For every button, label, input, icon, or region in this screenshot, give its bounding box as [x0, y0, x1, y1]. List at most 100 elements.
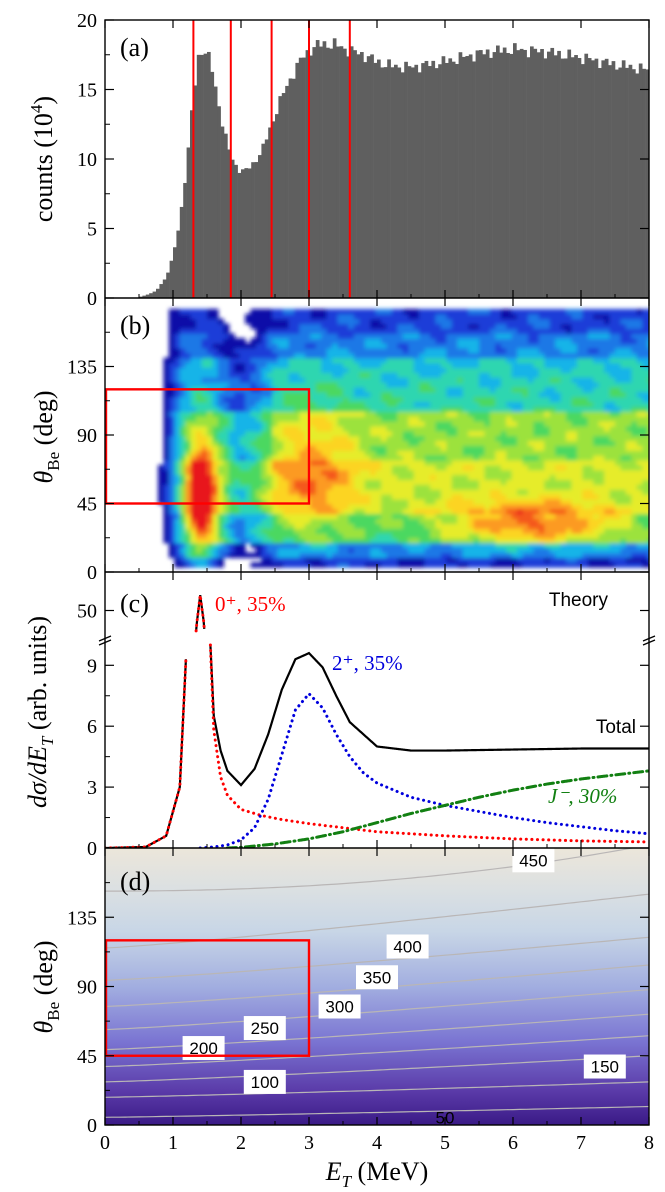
- heatmap-cell: [430, 313, 437, 320]
- heatmap-cell: [462, 343, 469, 349]
- heatmap-cell: [212, 494, 219, 500]
- heatmap-cell: [304, 328, 311, 334]
- heatmap-cell: [343, 528, 350, 534]
- heatmap-cell: [500, 430, 507, 437]
- histogram-bin: [625, 67, 629, 298]
- heatmap-cell: [446, 542, 453, 549]
- heatmap-cell: [587, 347, 594, 354]
- heatmap-cell: [484, 547, 491, 554]
- heatmap-cell: [468, 484, 475, 490]
- heatmap-cell: [631, 508, 638, 515]
- heatmap-cell: [489, 377, 496, 383]
- heatmap-cell: [381, 406, 388, 412]
- histogram-bin: [584, 53, 589, 298]
- heatmap-cell: [196, 479, 203, 485]
- heatmap-cell: [620, 508, 627, 515]
- heatmap-cell: [174, 401, 181, 407]
- heatmap-cell: [582, 445, 589, 451]
- heatmap-cell: [217, 508, 224, 515]
- heatmap-cell: [593, 474, 600, 481]
- heatmap-cell: [620, 338, 627, 344]
- heatmap-cell: [582, 479, 589, 485]
- heatmap-cell: [386, 547, 393, 554]
- heatmap-cell: [468, 333, 475, 339]
- heatmap-cell: [598, 552, 605, 558]
- heatmap-cell: [527, 445, 534, 451]
- heatmap-cell: [620, 518, 627, 524]
- heatmap-cell: [168, 352, 175, 359]
- heatmap-cell: [549, 469, 556, 476]
- heatmap-cell: [549, 338, 556, 344]
- heatmap-cell: [402, 352, 409, 359]
- heatmap-cell: [196, 338, 203, 344]
- heatmap-cell: [190, 343, 197, 349]
- heatmap-cell: [522, 503, 529, 510]
- heatmap-cell: [495, 420, 502, 427]
- heatmap-cell: [566, 396, 573, 403]
- histogram-bin: [387, 59, 391, 298]
- heatmap-cell: [343, 377, 350, 383]
- heatmap-cell: [294, 357, 301, 364]
- histogram-bin: [210, 71, 215, 298]
- heatmap-cell: [533, 382, 540, 388]
- heatmap-cell: [391, 445, 398, 451]
- heatmap-cell: [212, 352, 219, 359]
- heatmap-cell: [326, 479, 333, 485]
- heatmap-cell: [636, 425, 643, 432]
- heatmap-cell: [272, 552, 279, 558]
- heatmap-cell: [343, 523, 350, 529]
- histogram-bin: [213, 86, 218, 298]
- histogram-bin: [462, 56, 466, 298]
- heatmap-cell: [484, 479, 491, 485]
- heatmap-cell: [343, 411, 350, 417]
- heatmap-cell: [424, 333, 431, 339]
- heatmap-cell: [234, 542, 241, 549]
- heatmap-cell: [500, 377, 507, 383]
- heatmap-cell: [544, 528, 551, 534]
- heatmap-cell: [571, 377, 578, 383]
- heatmap-cell: [593, 313, 600, 320]
- heatmap-cell: [560, 357, 567, 364]
- heatmap-cell: [566, 542, 573, 549]
- heatmap-cell: [239, 362, 246, 369]
- heatmap-cell: [179, 425, 186, 432]
- heatmap-cell: [631, 313, 638, 320]
- heatmap-cell: [538, 362, 545, 369]
- heatmap-cell: [261, 508, 268, 515]
- heatmap-cell: [609, 411, 616, 417]
- heatmap-cell: [304, 357, 311, 364]
- heatmap-cell: [522, 557, 529, 563]
- heatmap-cell: [201, 455, 208, 461]
- heatmap-cell: [408, 338, 415, 344]
- histogram-bin: [295, 62, 300, 298]
- heatmap-cell: [245, 459, 252, 466]
- heatmap-cell: [294, 338, 301, 344]
- heatmap-cell: [473, 308, 480, 315]
- heatmap-cell: [598, 533, 605, 539]
- heatmap-cell: [196, 547, 203, 554]
- heatmap-cell: [457, 489, 464, 495]
- heatmap-cell: [277, 411, 284, 417]
- heatmap-cell: [620, 450, 627, 456]
- heatmap-cell: [179, 357, 186, 364]
- heatmap-cell: [217, 440, 224, 446]
- heatmap-cell: [413, 430, 420, 437]
- heatmap-cell: [533, 338, 540, 344]
- heatmap-cell: [500, 459, 507, 466]
- heatmap-cell: [489, 440, 496, 446]
- heatmap-cell: [370, 513, 377, 520]
- heatmap-cell: [636, 367, 643, 373]
- heatmap-cell: [517, 562, 524, 568]
- heatmap-cell: [179, 542, 186, 549]
- heatmap-cell: [212, 562, 219, 568]
- heatmap-cell: [419, 537, 426, 544]
- contour-line: [105, 848, 636, 892]
- heatmap-cell: [261, 396, 268, 403]
- heatmap-cell: [609, 513, 616, 520]
- heatmap-cell: [620, 523, 627, 529]
- heatmap-cell: [294, 318, 301, 325]
- heatmap-cell: [506, 343, 513, 349]
- heatmap-cell: [511, 391, 518, 398]
- heatmap-cell: [223, 323, 230, 330]
- heatmap-cell: [549, 537, 556, 544]
